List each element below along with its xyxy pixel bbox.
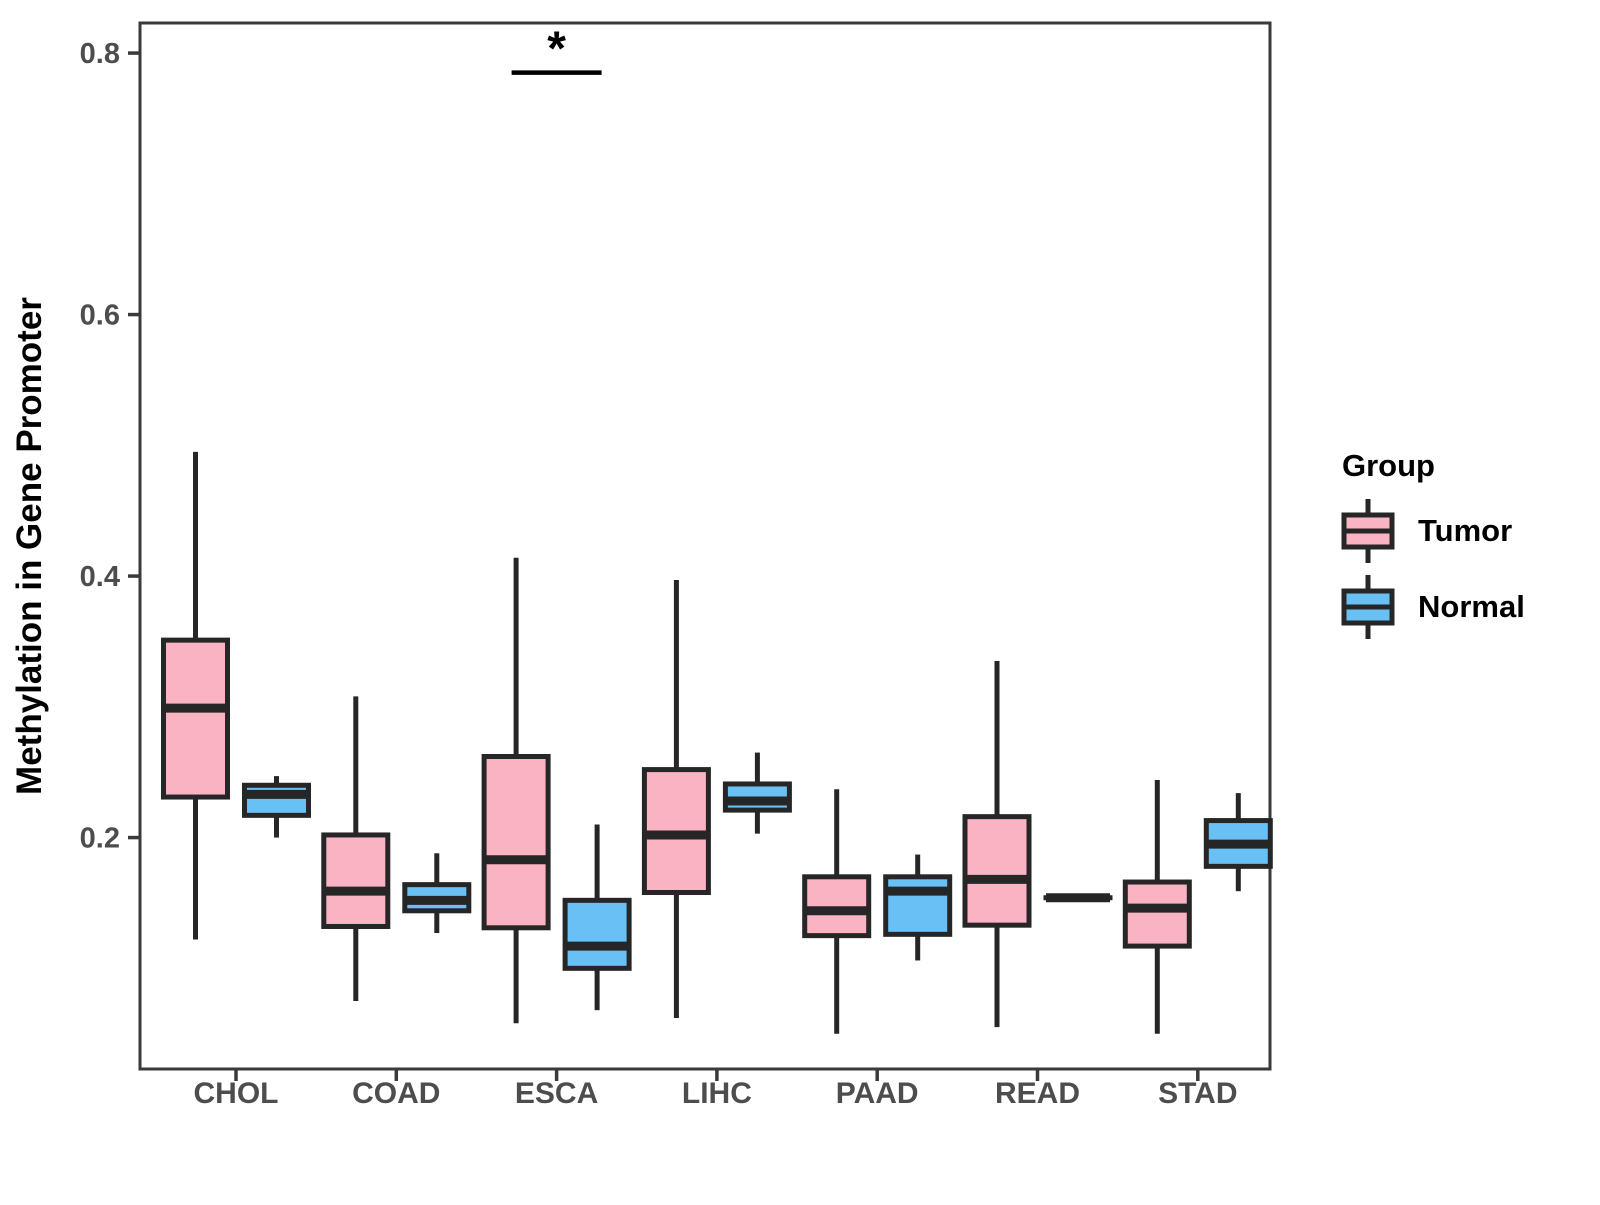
y-tick-label: 0.2 — [80, 823, 120, 855]
legend-label-tumor: Tumor — [1418, 513, 1512, 549]
legend-label-normal: Normal — [1418, 589, 1525, 625]
box-coad-tumor — [324, 835, 388, 927]
legend: Group Tumor Normal — [1340, 448, 1525, 650]
box-paad-tumor — [805, 877, 869, 936]
box-chol-normal — [245, 785, 309, 815]
x-tick-label-stad: STAD — [1158, 1077, 1237, 1110]
x-tick-label-lihc: LIHC — [682, 1077, 752, 1110]
x-tick-label-read: READ — [995, 1077, 1080, 1110]
box-read-tumor — [965, 817, 1029, 926]
x-tick-label-chol: CHOL — [194, 1077, 279, 1110]
y-tick-label: 0.8 — [80, 38, 120, 70]
legend-title: Group — [1340, 448, 1525, 484]
legend-entry-tumor: Tumor — [1340, 498, 1525, 564]
box-chol-tumor — [164, 640, 228, 797]
box-stad-tumor — [1125, 882, 1189, 946]
y-tick-label: 0.6 — [80, 300, 120, 332]
legend-entry-normal: Normal — [1340, 574, 1525, 640]
box-esca-tumor — [484, 757, 548, 928]
significance-asterisk: * — [547, 23, 566, 76]
box-esca-normal — [565, 900, 629, 968]
x-tick-label-paad: PAAD — [836, 1077, 919, 1110]
y-axis-title: Methylation in Gene Promoter — [8, 96, 52, 996]
normal-boxplot-key-icon — [1340, 574, 1396, 640]
x-tick-label-coad: COAD — [352, 1077, 440, 1110]
tumor-boxplot-key-icon — [1340, 498, 1396, 564]
box-paad-normal — [886, 877, 950, 935]
panel-border — [140, 23, 1270, 1069]
y-tick-label: 0.4 — [80, 561, 120, 593]
x-tick-label-esca: ESCA — [515, 1077, 598, 1110]
